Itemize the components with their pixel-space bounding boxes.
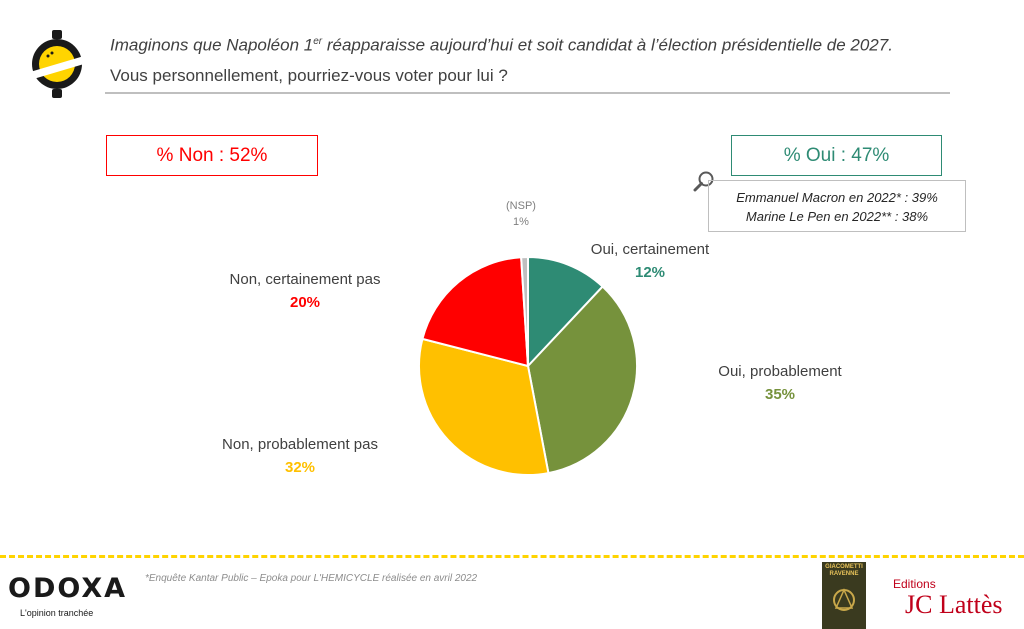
question-header: Imaginons que Napoléon 1er réapparaisse …: [110, 30, 950, 88]
book-title: GIACOMETTI RAVENNE: [825, 564, 863, 577]
label-oui-certainement: Oui, certainement 12%: [570, 238, 730, 284]
publisher-prefix: Editions: [893, 577, 936, 591]
label-text: Non, certainement pas: [229, 271, 381, 288]
pie-slice-4: [520, 255, 529, 367]
pie-slice-0: [527, 255, 605, 369]
comparison-macron: Emmanuel Macron en 2022* : 39%: [736, 190, 938, 205]
label-nsp: (NSP) 1%: [496, 198, 546, 230]
label-oui-probablement: Oui, probablement 35%: [690, 360, 870, 406]
label-value: 35%: [764, 386, 796, 403]
label-non-certainement-pas: Non, certainement pas 20%: [205, 268, 405, 314]
comparison-lepen: Marine Le Pen en 2022** : 38%: [745, 209, 929, 224]
pie-chart: [418, 255, 638, 476]
odoxa-brand: ODOXA: [8, 573, 128, 604]
label-text: Oui, certainement: [590, 241, 710, 258]
publisher-logo: JC Lattès: [905, 590, 1003, 619]
label-text: (NSP): [506, 200, 536, 212]
label-value: 32%: [284, 459, 316, 476]
total-non-box: % Non : 52%: [106, 135, 318, 176]
label-value: 12%: [634, 264, 666, 281]
book-cover-image: GIACOMETTI RAVENNE: [822, 562, 866, 629]
source-note: *Enquête Kantar Public – Epoka pour L'HE…: [145, 573, 478, 584]
total-oui-box: % Oui : 47%: [731, 135, 942, 176]
question-line-2: Vous personnellement, pourriez-vous vote…: [110, 65, 508, 85]
pie-slice-1: [526, 285, 638, 475]
header-divider: [105, 92, 950, 94]
label-text: Oui, probablement: [718, 363, 842, 380]
odoxa-tagline: L'opinion tranchée: [20, 608, 94, 618]
comparison-box: Emmanuel Macron en 2022* : 39% Marine Le…: [708, 180, 966, 232]
label-text: Non, probablement pas: [222, 436, 378, 453]
pie-slice-2: [418, 337, 550, 476]
label-value: 1%: [513, 216, 529, 228]
pie-slice-3: [421, 256, 530, 368]
label-value: 20%: [289, 294, 321, 311]
magnifier-icon: [693, 171, 714, 192]
odoxa-logo-icon: [30, 30, 84, 98]
book-emblem-icon: [833, 588, 855, 611]
question-line-1: Imaginons que Napoléon 1er réapparaisse …: [110, 35, 893, 55]
label-non-probablement-pas: Non, probablement pas 32%: [200, 433, 400, 479]
footer-divider: [0, 555, 1024, 558]
